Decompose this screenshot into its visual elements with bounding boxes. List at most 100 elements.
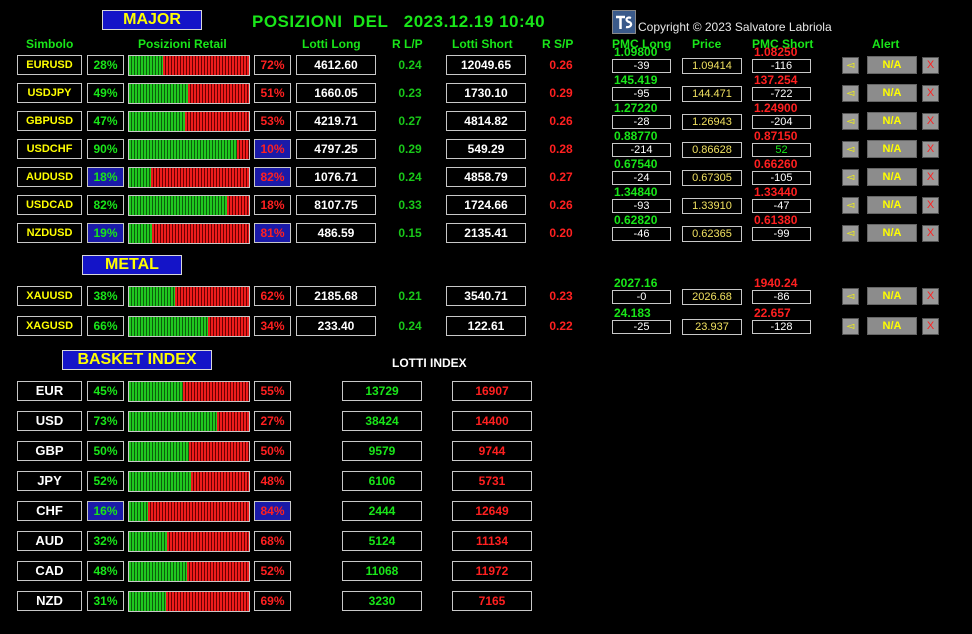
lotti-short: 4814.82 [446,111,526,131]
bell-icon[interactable]: ◅ [842,113,859,130]
bell-icon[interactable]: ◅ [842,318,859,335]
basket-position-bar [128,561,250,582]
pmc-long: 0.62820 -46 [612,214,671,241]
app-logo-icon [612,10,636,34]
basket-position-bar [128,471,250,492]
short-pct: 84% [254,501,291,521]
basket-position-bar [128,381,250,402]
alert-delete-button[interactable]: X [922,141,939,158]
short-pct: 68% [254,531,291,551]
alert-delete-button[interactable]: X [922,113,939,130]
ratio-long: 0.27 [398,114,422,128]
long-pct: 32% [87,531,124,551]
long-pct: 18% [87,167,124,187]
alert-na-button[interactable]: N/A [867,196,917,214]
pmc-short-value: 1.33440 [754,185,798,199]
retail-position-bar [128,139,250,160]
bell-icon[interactable]: ◅ [842,141,859,158]
lotti-short: 122.61 [446,316,526,336]
metal-section-label: METAL [82,255,182,275]
alert-na-button[interactable]: N/A [867,224,917,242]
pmc-short-diff: -99 [752,227,811,241]
pmc-long-diff: -46 [612,227,671,241]
pmc-short-diff: -204 [752,115,811,129]
pmc-long-value: 145.419 [614,73,658,87]
basket-position-bar [128,591,250,612]
index-lotti-long: 6106 [342,471,422,491]
bell-icon[interactable]: ◅ [842,169,859,186]
short-fill [227,196,249,215]
index-lotti-long: 9579 [342,441,422,461]
long-pct: 31% [87,591,124,611]
pmc-long: 1.27220 -28 [612,102,671,129]
long-pct: 82% [87,195,124,215]
long-fill [129,168,151,187]
pmc-short-value: 1940.24 [754,276,798,290]
alert-delete-button[interactable]: X [922,57,939,74]
alert-delete-button[interactable]: X [922,225,939,242]
pmc-short-value: 0.87150 [754,129,798,143]
retail-position-bar [128,55,250,76]
alert-delete-button[interactable]: X [922,85,939,102]
short-fill [237,140,249,159]
pmc-long-value: 24.183 [614,306,651,320]
short-pct: 48% [254,471,291,491]
bell-icon[interactable]: ◅ [842,85,859,102]
col-pmc-short: PMC Short [752,37,814,51]
pmc-short: 1.24900 -204 [752,102,811,129]
pmc-short: 1.08250 -116 [752,46,811,73]
alert-delete-button[interactable]: X [922,288,939,305]
pmc-short-value: 0.66260 [754,157,798,171]
currency-label: GBP [17,441,82,461]
lotti-short: 2135.41 [446,223,526,243]
page-title: POSIZIONI DEL 2023.12.19 10:40 [252,12,546,31]
pmc-long-value: 0.67540 [614,157,658,171]
short-fill [187,84,249,103]
bell-icon[interactable]: ◅ [842,225,859,242]
alert-na-button[interactable]: N/A [867,84,917,102]
ratio-short: 0.29 [549,86,573,100]
pmc-long: 1.34840 -93 [612,186,671,213]
price-value: 0.67305 [682,170,742,186]
alert-delete-button[interactable]: X [922,169,939,186]
price-value: 23.937 [682,319,742,335]
pmc-long-diff: -93 [612,199,671,213]
alert-na-button[interactable]: N/A [867,140,917,158]
basket-position-bar [128,441,250,462]
pmc-short-diff: -128 [752,320,811,334]
symbol-label: GBPUSD [17,111,82,131]
short-pct: 53% [254,111,291,131]
alert-na-button[interactable]: N/A [867,56,917,74]
alert-delete-button[interactable]: X [922,197,939,214]
ratio-short: 0.26 [549,198,573,212]
pmc-short-value: 22.657 [754,306,791,320]
index-lotti-long: 13729 [342,381,422,401]
long-fill [129,287,175,306]
short-fill [185,112,249,131]
pmc-long-diff: -28 [612,115,671,129]
symbol-label: USDCAD [17,195,82,215]
ratio-short: 0.26 [549,114,573,128]
short-fill [191,472,249,491]
ratio-long: 0.33 [398,198,422,212]
short-fill [216,412,249,431]
lotti-short: 1730.10 [446,83,526,103]
bell-icon[interactable]: ◅ [842,57,859,74]
alert-na-button[interactable]: N/A [867,112,917,130]
pmc-short: 0.66260 -105 [752,158,811,185]
pmc-short-value: 0.61380 [754,213,798,227]
bell-icon[interactable]: ◅ [842,288,859,305]
alert-na-button[interactable]: N/A [867,287,917,305]
long-fill [129,502,149,521]
symbol-label: EURUSD [17,55,82,75]
alert-na-button[interactable]: N/A [867,168,917,186]
alert-na-button[interactable]: N/A [867,317,917,335]
long-fill [129,84,188,103]
short-fill [189,442,249,461]
alert-delete-button[interactable]: X [922,318,939,335]
bell-icon[interactable]: ◅ [842,197,859,214]
long-fill [129,412,217,431]
pmc-long-value: 1.09800 [614,45,658,59]
basket-position-bar [128,501,250,522]
pmc-long-value: 0.88770 [614,129,658,143]
